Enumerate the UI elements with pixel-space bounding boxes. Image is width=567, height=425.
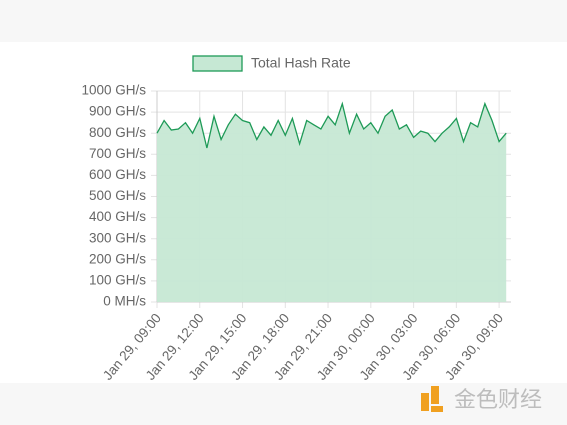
legend-label: Total Hash Rate (251, 55, 351, 71)
line (156, 101, 507, 149)
y-tick-label: 900 GH/s (89, 104, 146, 119)
bottom-band (0, 383, 567, 425)
y-tick-label: 500 GH/s (89, 188, 146, 203)
y-tick-label: 300 GH/s (89, 230, 146, 245)
y-tick-label: 100 GH/s (89, 272, 146, 287)
area (157, 103, 507, 302)
watermark: 金色财经 (454, 387, 542, 412)
y-tick-label: 1000 GH/s (81, 83, 146, 98)
y-tick-label: 200 GH/s (89, 251, 146, 266)
watermark-logo (421, 386, 443, 412)
plot: 0 MH/s 100 GH/s 200 GH/s 300 GH/s 400 GH/s 50… (81, 83, 511, 383)
top-band (0, 0, 567, 42)
y-tick-label: 0 MH/s (103, 294, 146, 309)
y-tick-label: 400 GH/s (89, 209, 146, 224)
y-tick-label: 600 GH/s (89, 167, 146, 182)
y-tick-label: 800 GH/s (89, 125, 146, 140)
legend-swatch (192, 55, 243, 72)
y-tick-label: 700 GH/s (89, 146, 146, 161)
